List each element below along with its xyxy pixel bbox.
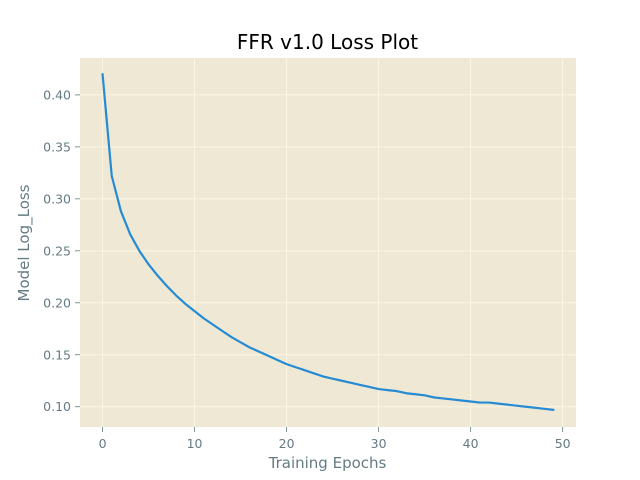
series-layer bbox=[101, 73, 555, 411]
x-tick-label: 30 bbox=[371, 436, 387, 451]
grid-lines bbox=[80, 58, 576, 427]
y-tick-label: 0.30 bbox=[43, 191, 71, 206]
y-tick-label: 0.10 bbox=[43, 399, 71, 414]
y-axis-label: Model Log_Loss bbox=[15, 184, 34, 301]
y-tick-label: 0.25 bbox=[43, 243, 71, 258]
series-line bbox=[101, 73, 555, 411]
y-tick-label: 0.20 bbox=[43, 295, 71, 310]
y-tick-label: 0.35 bbox=[43, 139, 71, 154]
x-tick-label: 10 bbox=[187, 436, 203, 451]
y-tick-label: 0.40 bbox=[43, 87, 71, 102]
plot-background bbox=[80, 58, 576, 427]
y-tick-label: 0.15 bbox=[43, 347, 71, 362]
x-tick-label: 0 bbox=[99, 436, 107, 451]
y-axis-ticks: 0.10 0.15 0.20 0.25 0.30 0.35 0.40 bbox=[43, 87, 80, 414]
x-tick-label: 20 bbox=[279, 436, 295, 451]
x-tick-label: 50 bbox=[555, 436, 571, 451]
chart-title: FFR v1.0 Loss Plot bbox=[237, 30, 418, 54]
x-axis-label: Training Epochs bbox=[268, 454, 387, 472]
x-tick-label: 40 bbox=[463, 436, 479, 451]
x-axis-ticks: 0 10 20 30 40 50 bbox=[99, 427, 571, 451]
